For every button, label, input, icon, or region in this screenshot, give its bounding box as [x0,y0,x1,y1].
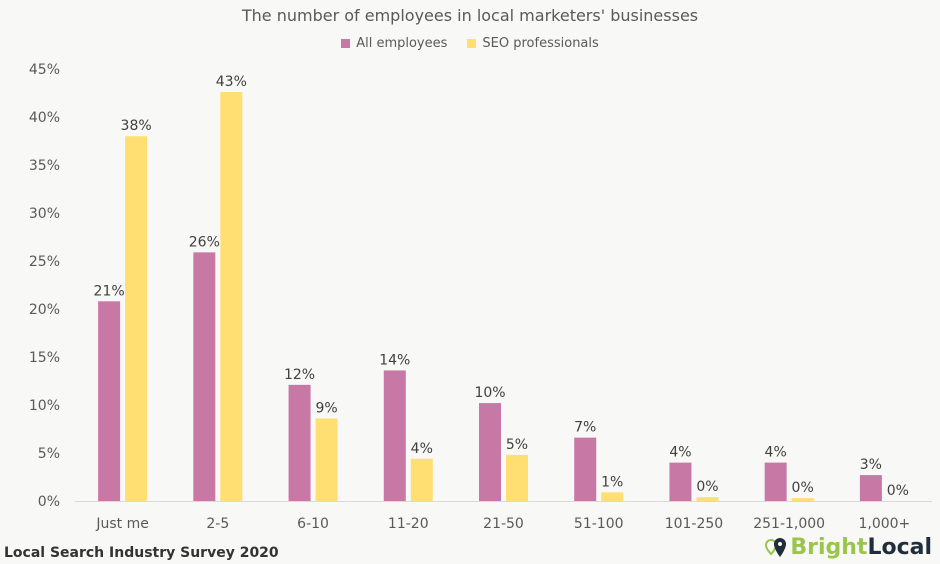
chart-title: The number of employees in local markete… [241,6,699,25]
y-tick-label: 35% [29,158,60,174]
data-label: 43% [216,74,247,90]
legend: All employees SEO professionals [0,36,940,51]
legend-item-all-employees: All employees [341,36,447,51]
bar-all-employees [859,475,882,501]
y-tick-label: 5% [38,446,60,462]
x-tick-label: 51-100 [574,516,624,532]
brightlocal-logo: Bright Local [764,535,932,560]
logo-text-local: Local [867,535,932,560]
data-label: 4% [411,441,433,457]
bar-seo-professionals [315,418,338,501]
logo-text-bright: Bright [790,535,868,560]
legend-label: SEO professionals [482,36,599,51]
bar-seo-professionals [125,136,148,501]
data-label: 1% [601,474,623,490]
footer-source: Local Search Industry Survey 2020 [4,545,279,561]
x-tick-label: 101-250 [665,516,724,532]
data-label: 9% [315,400,337,416]
bar-seo-professionals [220,92,243,501]
legend-swatch [341,39,351,48]
data-label: 0% [887,483,909,499]
y-tick-label: 45% [29,62,60,78]
bar-all-employees [669,462,692,501]
x-tick-label: 2-5 [206,516,229,532]
data-label: 3% [860,457,882,473]
bar-all-employees [288,384,311,501]
x-tick-label: 11-20 [388,516,429,532]
bar-seo-professionals [506,454,528,501]
y-tick-label: 10% [29,398,60,414]
data-label: 7% [574,420,596,436]
bar-all-employees [764,462,787,501]
bar-seo-professionals [696,497,719,501]
legend-swatch [467,39,477,48]
bar-all-employees [98,301,121,501]
legend-item-seo-professionals: SEO professionals [467,36,599,51]
y-tick-label: 0% [38,494,60,510]
data-label: 0% [792,480,814,496]
data-label: 0% [696,479,718,495]
data-label: 12% [284,367,315,383]
y-tick-label: 15% [29,350,60,366]
legend-label: All employees [356,36,448,51]
bar-all-employees [479,403,501,501]
data-label: 10% [474,385,505,401]
y-tick-label: 40% [29,110,60,126]
y-tick-label: 20% [29,302,60,318]
x-tick-label: 251-1,000 [753,516,825,532]
y-tick-label: 25% [29,254,60,270]
y-tick-label: 30% [29,206,60,222]
data-label: 14% [379,352,410,368]
data-label: 26% [189,234,220,250]
x-tick-label: 21-50 [483,516,524,532]
bar-all-employees [574,437,597,501]
data-label: 4% [765,445,787,461]
bar-all-employees [383,370,406,501]
x-tick-label: 1,000+ [858,516,910,532]
data-label: 5% [506,437,528,453]
bar-seo-professionals [410,458,433,501]
bar-seo-professionals [791,498,814,501]
bar-seo-professionals [601,492,624,501]
data-label: 21% [94,283,125,299]
data-label: 38% [121,118,152,134]
x-tick-label: Just me [95,516,149,532]
data-label: 4% [669,445,691,461]
location-pin-icon [765,537,787,557]
x-tick-label: 6-10 [297,516,329,532]
bar-all-employees [193,252,216,501]
